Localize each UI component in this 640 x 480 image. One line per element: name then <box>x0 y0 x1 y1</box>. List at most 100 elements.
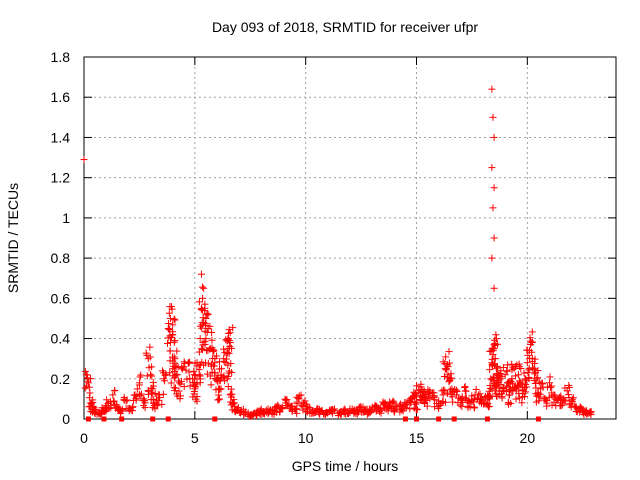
data-point-cluster <box>329 409 337 417</box>
data-point-cluster <box>543 383 551 391</box>
data-point-cluster <box>137 371 145 379</box>
data-point-cluster <box>198 283 206 291</box>
data-point-cluster <box>546 373 554 381</box>
data-point-cluster <box>436 401 444 409</box>
data-point-cluster <box>524 351 532 359</box>
data-point-cluster <box>419 397 427 405</box>
data-point-cluster <box>416 389 424 397</box>
chart-title: Day 093 of 2018, SRMTID for receiver ufp… <box>212 19 478 35</box>
data-point-cluster <box>548 392 556 400</box>
zero-marker <box>535 416 541 422</box>
data-point-cluster <box>172 384 180 392</box>
data-point-cluster <box>512 372 520 380</box>
data-point-cluster <box>458 396 466 404</box>
data-point-cluster <box>83 382 91 390</box>
data-point-cluster <box>176 395 184 403</box>
zero-marker <box>85 416 91 422</box>
data-point-cluster <box>360 408 368 416</box>
data-point-cluster <box>492 335 500 343</box>
data-point-cluster <box>535 397 543 405</box>
y-axis-title: SRMTID / TECUs <box>5 183 21 293</box>
data-point-cluster <box>165 325 173 333</box>
data-point-cluster <box>204 346 212 354</box>
data-point-cluster <box>565 391 573 399</box>
data-point-cluster <box>189 378 197 386</box>
data-point-cluster <box>531 355 539 363</box>
y-tick-label: 1.2 <box>51 170 71 186</box>
data-point-cluster <box>180 383 188 391</box>
data-point-cluster <box>484 391 492 399</box>
data-point-cluster <box>425 390 433 398</box>
data-point-cluster <box>230 396 238 404</box>
data-point-cluster <box>486 366 494 374</box>
data-point-cluster <box>168 305 176 313</box>
data-point-cluster <box>141 404 149 412</box>
data-point-cluster <box>162 370 170 378</box>
data-point-cluster <box>204 359 212 367</box>
data-point <box>109 391 117 399</box>
data-point-cluster <box>515 377 523 385</box>
data-point-cluster <box>528 328 536 336</box>
data-point-cluster <box>202 321 210 329</box>
data-point-cluster <box>178 365 186 373</box>
data-point-cluster <box>109 398 117 406</box>
data-point-cluster <box>81 367 89 375</box>
zero-marker <box>212 416 218 422</box>
data-point-cluster <box>445 348 453 356</box>
data-point-cluster <box>478 395 486 403</box>
data-point <box>488 164 496 172</box>
data-point-cluster <box>171 372 179 380</box>
data-point-cluster <box>306 405 314 413</box>
data-point-cluster <box>278 403 286 411</box>
data-point-cluster <box>524 368 532 376</box>
data-point-cluster <box>225 336 233 344</box>
data-point-cluster <box>196 372 204 380</box>
data-point-cluster <box>195 366 203 374</box>
data-point-cluster <box>147 389 155 397</box>
axis-ticks: 0 0.2 0.4 0.6 0.8 1 1.2 1.4 1.6 1.8 0 5 10 15 20 <box>51 49 616 446</box>
data-point-cluster <box>382 401 390 409</box>
data-point-cluster <box>525 373 533 381</box>
data-point-cluster <box>423 402 431 410</box>
data-point-cluster <box>406 405 414 413</box>
data-point-cluster <box>477 396 485 404</box>
data-point-cluster <box>503 361 511 369</box>
data-point-cluster <box>485 403 493 411</box>
data-point-cluster <box>163 339 171 347</box>
zero-marker <box>484 416 490 422</box>
data-point-cluster <box>146 343 154 351</box>
zero-marker <box>101 416 107 422</box>
data-point-cluster <box>532 384 540 392</box>
data-point-cluster <box>190 371 198 379</box>
data-point-cluster <box>548 382 556 390</box>
data-point-cluster <box>148 363 156 371</box>
data-point-cluster <box>89 396 97 404</box>
data-point-cluster <box>197 305 205 313</box>
data-point-cluster <box>403 400 411 408</box>
y-tick-label: 0 <box>62 411 70 427</box>
data-point-cluster <box>211 354 219 362</box>
data-point-cluster <box>220 345 228 353</box>
data-point-cluster <box>191 382 199 390</box>
data-point-cluster <box>498 394 506 402</box>
data-point-cluster <box>103 396 111 404</box>
data-point-cluster <box>489 344 497 352</box>
data-point-cluster <box>515 360 523 368</box>
data-point-cluster <box>177 392 185 400</box>
data-point-cluster <box>150 382 158 390</box>
y-tick-label: 0.2 <box>51 371 71 387</box>
data-point-cluster <box>488 345 496 353</box>
data-point-cluster <box>490 341 498 349</box>
data-point-cluster <box>229 324 237 332</box>
data-point-cluster <box>386 398 394 406</box>
data-point-cluster <box>203 370 211 378</box>
data-point-cluster <box>483 401 491 409</box>
data-point-cluster <box>165 309 173 317</box>
data-point-cluster <box>442 353 450 361</box>
data-point-cluster <box>410 388 418 396</box>
data-point-cluster <box>190 367 198 375</box>
data-point-cluster <box>376 408 384 416</box>
data-point-cluster <box>201 337 209 345</box>
data-point-cluster <box>151 389 159 397</box>
